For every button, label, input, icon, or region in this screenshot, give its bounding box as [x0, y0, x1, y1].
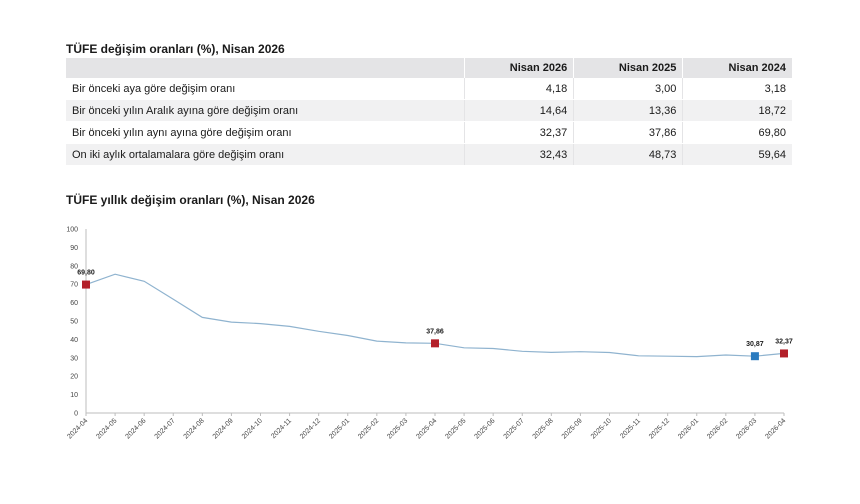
- data-label: 69,80: [77, 270, 95, 277]
- x-tick-label: 2025-07: [503, 417, 526, 440]
- table-row: Bir önceki aya göre değişim oranı 4,18 3…: [66, 78, 792, 100]
- cell-value: 59,64: [682, 143, 792, 166]
- x-tick-label: 2025-11: [619, 417, 642, 440]
- x-tick-label: 2025-05: [444, 417, 467, 440]
- data-point-marker: [750, 352, 759, 361]
- y-tick-label: 30: [70, 355, 78, 362]
- y-tick-label: 80: [70, 263, 78, 270]
- cell-value: 69,80: [682, 121, 792, 144]
- x-tick-label: 2026-03: [735, 417, 758, 440]
- cell-value: 32,43: [464, 143, 575, 166]
- cell-value: 18,72: [682, 99, 792, 122]
- row-label: On iki aylık ortalamalara göre değişim o…: [66, 143, 466, 166]
- cell-value: 14,64: [464, 99, 575, 122]
- x-tick-label: 2024-11: [270, 417, 293, 440]
- y-tick-label: 10: [70, 392, 78, 399]
- table-header-row: Nisan 2026 Nisan 2025 Nisan 2024: [66, 58, 792, 78]
- x-tick-label: 2026-01: [677, 417, 700, 440]
- table-row: Bir önceki yılın Aralık ayına göre değiş…: [66, 99, 792, 122]
- table-row: On iki aylık ortalamalara göre değişim o…: [66, 143, 792, 166]
- data-label: 30,87: [746, 341, 764, 348]
- data-label: 37,86: [426, 328, 444, 335]
- cell-value: 3,00: [573, 78, 684, 100]
- row-label: Bir önceki yılın aynı ayına göre değişim…: [66, 121, 466, 144]
- x-tick-label: 2026-02: [706, 417, 729, 440]
- cell-value: 37,86: [573, 121, 684, 144]
- x-tick-label: 2026-04: [764, 417, 787, 440]
- x-tick-label: 2025-02: [357, 417, 380, 440]
- x-tick-label: 2025-06: [473, 417, 496, 440]
- x-tick-label: 2024-10: [241, 417, 264, 440]
- header-cell-nisan-2025: Nisan 2025: [573, 58, 684, 78]
- x-tick-label: 2025-04: [415, 417, 438, 440]
- x-tick-label: 2024-07: [154, 417, 177, 440]
- x-tick-label: 2025-01: [328, 417, 351, 440]
- x-tick-label: 2024-12: [299, 417, 322, 440]
- cell-value: 4,18: [464, 78, 575, 100]
- x-tick-label: 2024-09: [212, 417, 235, 440]
- x-tick-label: 2024-06: [124, 417, 147, 440]
- y-tick-label: 70: [70, 282, 78, 289]
- y-tick-label: 20: [70, 374, 78, 381]
- cell-value: 3,18: [682, 78, 792, 100]
- table-row: Bir önceki yılın aynı ayına göre değişim…: [66, 121, 792, 144]
- header-cell-nisan-2024: Nisan 2024: [682, 58, 792, 78]
- x-tick-label: 2025-12: [648, 417, 671, 440]
- y-tick-label: 40: [70, 337, 78, 344]
- cell-value: 32,37: [464, 121, 575, 144]
- y-tick-label: 0: [74, 411, 78, 418]
- data-label: 32,37: [775, 338, 793, 345]
- x-tick-label: 2024-05: [95, 417, 118, 440]
- header-cell-empty: [66, 58, 466, 78]
- inflation-table: Nisan 2026 Nisan 2025 Nisan 2024 Bir önc…: [66, 58, 792, 166]
- row-label: Bir önceki yılın Aralık ayına göre değiş…: [66, 99, 466, 122]
- x-tick-label: 2024-04: [66, 417, 89, 440]
- y-tick-label: 100: [66, 227, 78, 234]
- header-cell-nisan-2026: Nisan 2026: [464, 58, 575, 78]
- chart-title: TÜFE yıllık değişim oranları (%), Nisan …: [66, 193, 315, 207]
- x-tick-label: 2025-10: [590, 417, 613, 440]
- y-tick-label: 60: [70, 300, 78, 307]
- data-point-marker: [780, 349, 788, 358]
- x-tick-label: 2024-08: [183, 417, 206, 440]
- x-tick-label: 2025-08: [532, 417, 555, 440]
- cell-value: 13,36: [573, 99, 684, 122]
- data-point-marker: [82, 280, 90, 289]
- data-point-marker: [431, 339, 439, 348]
- table-title: TÜFE değişim oranları (%), Nisan 2026: [66, 42, 285, 56]
- x-tick-label: 2025-09: [561, 417, 584, 440]
- row-label: Bir önceki aya göre değişim oranı: [66, 78, 466, 100]
- cell-value: 48,73: [573, 143, 684, 166]
- x-tick-label: 2025-03: [386, 417, 409, 440]
- y-tick-label: 90: [70, 245, 78, 252]
- y-tick-label: 50: [70, 319, 78, 326]
